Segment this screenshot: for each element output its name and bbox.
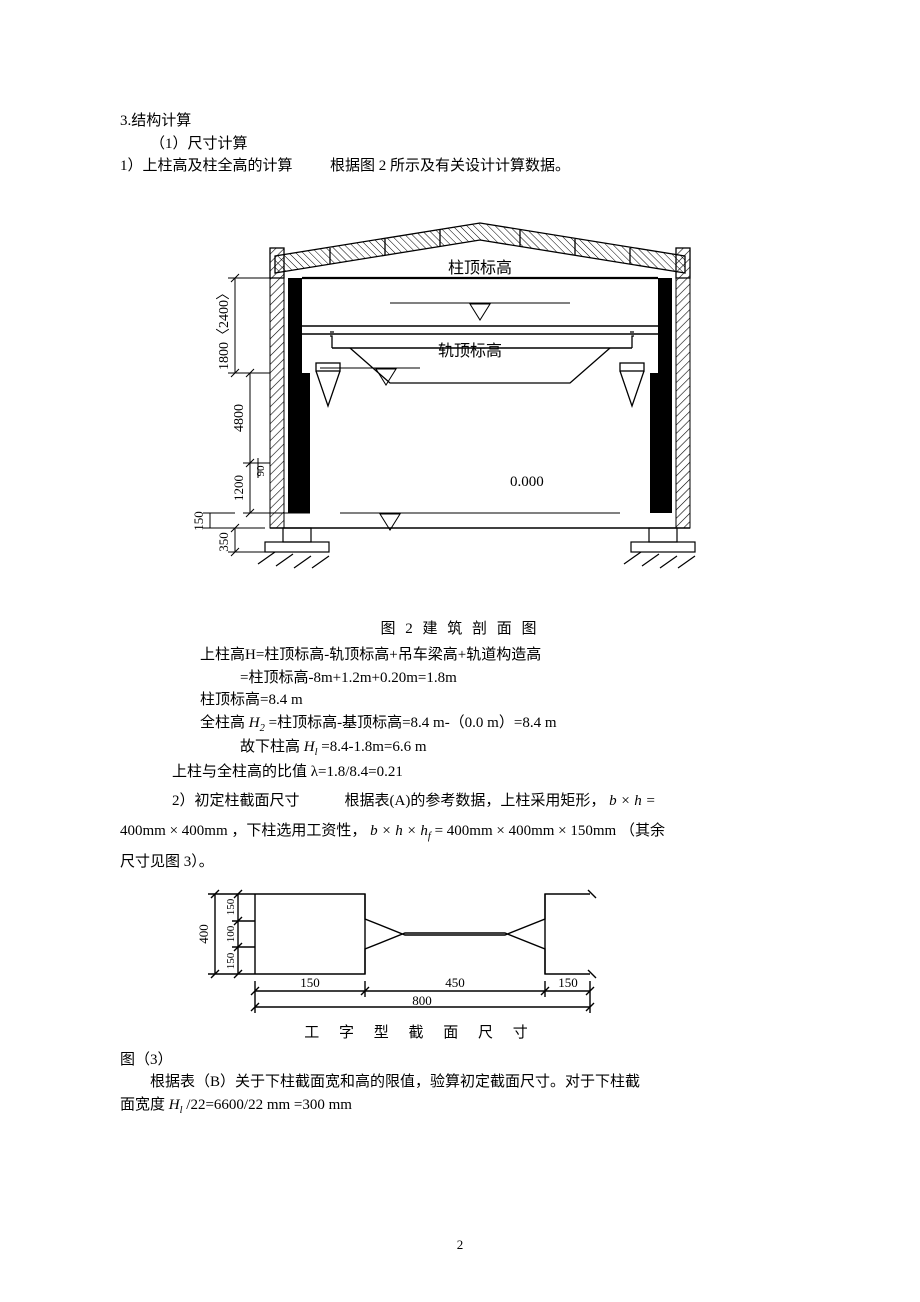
figure-3: 400 150 100 150 150 450 150 800 工 字 型 截 … [160,879,800,1049]
item-2-mid2: ，下柱选用工资性， [231,823,366,839]
figure-3-svg: 400 150 100 150 150 450 150 800 工 字 型 截 … [160,879,600,1049]
figure-3-label: 图（3） [120,1049,800,1072]
calc-line-6: 上柱与全柱高的比值 λ=1.8/8.4=0.21 [172,761,800,784]
fig3-dim-150b: 150 [225,952,237,969]
sym-bxh: b × h = [609,793,656,809]
last-para-2: 面宽度 Hl /22=6600/22 mm =300 mm [120,1094,800,1119]
sym-hf-sub: f [428,831,431,842]
sym-H2: H [249,715,260,731]
figure-2: 柱顶标高 轨顶标高 0.000 [180,208,800,608]
fig2-dim-350: 350 [216,532,231,552]
last-p2b: /22=6600/22 mm =300 mm [183,1097,352,1113]
calc-line-1: 上柱高H=柱顶标高-轨顶标高+吊车梁高+轨道构造高 [200,644,800,667]
last-p2a: 面宽度 [120,1097,169,1113]
calc-line-2: =柱顶标高-8m+1.2m+0.20m=1.8m [240,667,800,690]
fig3-dim-h150a: 150 [300,975,320,990]
item-2-tail: （其余 [620,823,665,839]
fig2-dim-150: 150 [191,511,206,531]
figure-2-caption: 图 2 建 筑 剖 面 图 [120,618,800,641]
subsection-1: （1）尺寸计算 [120,133,800,156]
fig2-dim-1800: 1800〈2400〉 [216,286,232,370]
fig2-dim-90: 90 [255,465,267,477]
dim-400x400x150: = 400mm × 400mm × 150mm [435,823,617,839]
calc-l5b: =8.4-1.8m=6.6 m [318,739,427,755]
last-para-1: 根据表（B）关于下柱截面宽和高的限值，验算初定截面尺寸。对于下柱截 [120,1071,800,1094]
item-2-para-3: 尺寸见图 3）。 [120,847,800,877]
fig3-caption-inline: 工 字 型 截 面 尺 寸 [304,1024,536,1041]
calc-l1-text: 上柱高H=柱顶标高-轨顶标高+吊车梁高+轨道构造高 [200,647,541,663]
item-1-line: 1）上柱高及柱全高的计算 根据图 2 所示及有关设计计算数据。 [120,155,800,178]
fig2-dim-1200: 1200 [231,475,246,501]
fig2-label-zero: 0.000 [510,474,544,490]
fig3-dim-h800: 800 [412,993,432,1008]
figure-2-svg: 柱顶标高 轨顶标高 0.000 [180,208,740,608]
calc-l5a: 故下柱高 [240,739,304,755]
fig2-label-top: 柱顶标高 [448,259,512,277]
fig3-dim-100: 100 [225,925,237,942]
section-heading: 3.结构计算 [120,110,800,133]
dim-400x400: 400mm × 400mm [120,823,228,839]
item-1-head: 1）上柱高及柱全高的计算 [120,158,293,174]
item-1-tail: 根据图 2 所示及有关设计计算数据。 [330,158,570,174]
fig2-label-rail: 轨顶标高 [438,342,502,360]
calc-l4b: =柱顶标高-基顶标高=8.4 m-（0.0 m）=8.4 m [265,715,557,731]
fig3-dim-h450: 450 [445,975,465,990]
sym-Hl-2: H [169,1097,180,1113]
item-2-para-2: 400mm × 400mm ，下柱选用工资性， b × h × hf = 400… [120,816,800,847]
calc-line-4: 全柱高 H2 =柱顶标高-基顶标高=8.4 m-（0.0 m）=8.4 m [200,712,800,737]
fig3-dim-400: 400 [196,924,211,944]
fig2-dim-4800: 4800 [232,404,247,432]
item-2-head: 2）初定柱截面尺寸 [172,793,300,809]
item-2-mid: 根据表(A)的参考数据，上柱采用矩形， [345,793,606,809]
sym-bxhxhf: b × h × h [370,823,428,839]
calc-l4a: 全柱高 [200,715,249,731]
fig3-dim-h150b: 150 [558,975,578,990]
item-2-para: 2）初定柱截面尺寸 根据表(A)的参考数据，上柱采用矩形， b × h = [172,786,800,816]
sym-Hl: H [304,739,315,755]
fig3-dim-150a: 150 [225,898,237,915]
page-number: 2 [0,1235,920,1255]
calc-line-5: 故下柱高 Hl =8.4-1.8m=6.6 m [240,736,800,761]
calc-line-3: 柱顶标高=8.4 m [200,689,800,712]
